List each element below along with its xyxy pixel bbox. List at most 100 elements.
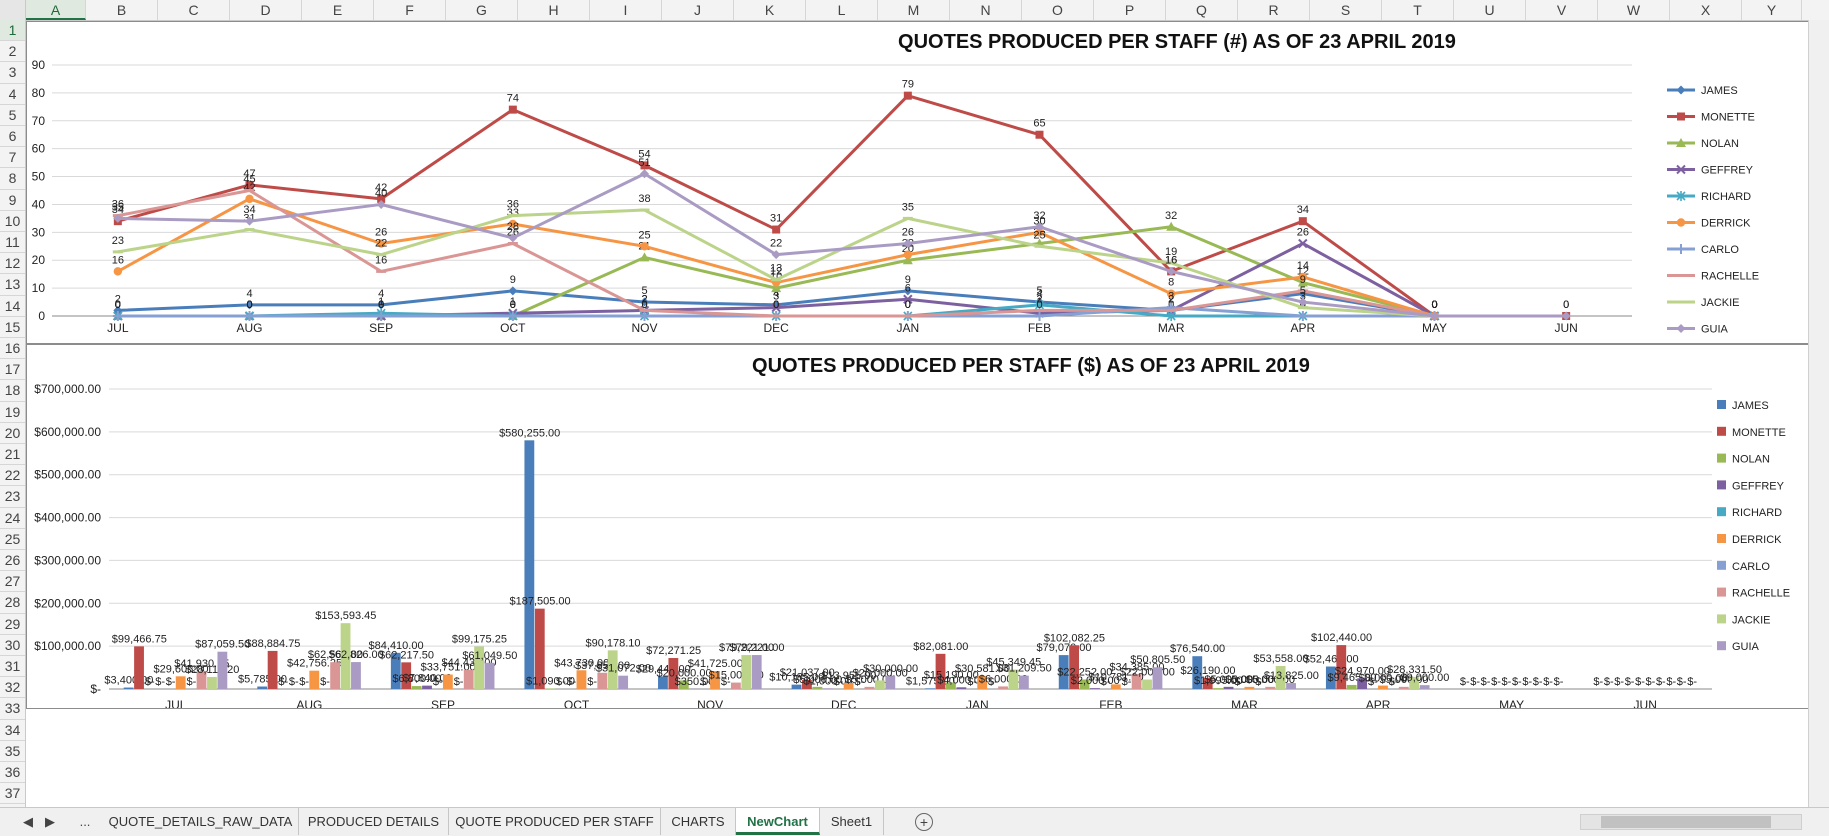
bar-chart-quotes-value[interactable]: QUOTES PRODUCED PER STAFF ($) AS OF 23 A… [26,344,1809,709]
tab-ellipsis-button[interactable]: ... [75,808,95,835]
row-header-4[interactable]: 4 [0,84,25,105]
column-header-a[interactable]: A [26,0,86,20]
column-header-r[interactable]: R [1238,0,1310,20]
tab-quote-details-raw-data[interactable]: QUOTE_DETAILS_RAW_DATA [103,808,299,835]
horizontal-scrollbar[interactable] [1580,814,1802,830]
data-label: 16 [112,254,124,266]
column-header-b[interactable]: B [86,0,158,20]
row-header-29[interactable]: 29 [0,614,25,635]
vertical-scrollbar[interactable] [1808,20,1829,807]
row-header-33[interactable]: 33 [0,698,25,719]
data-label: $87,059.50 [195,639,250,651]
row-header-10[interactable]: 10 [0,211,25,232]
row-header-26[interactable]: 26 [0,550,25,571]
tab-sheet1[interactable]: Sheet1 [820,808,884,835]
row-header-37[interactable]: 37 [0,783,25,804]
column-header-p[interactable]: P [1094,0,1166,20]
column-header-l[interactable]: L [806,0,878,20]
column-header-t[interactable]: T [1382,0,1454,20]
row-header-5[interactable]: 5 [0,105,25,126]
row-header-9[interactable]: 9 [0,190,25,211]
column-header-j[interactable]: J [662,0,734,20]
line-chart-quotes-count[interactable]: QUOTES PRODUCED PER STAFF (#) AS OF 23 A… [26,21,1809,344]
row-header-23[interactable]: 23 [0,486,25,507]
rachelle-point [245,189,255,192]
bar-guia [217,652,227,689]
column-header-k[interactable]: K [734,0,806,20]
column-header-o[interactable]: O [1022,0,1094,20]
column-header-n[interactable]: N [950,0,1022,20]
x-tick-label: OCT [500,321,526,335]
row-header-11[interactable]: 11 [0,232,25,253]
column-header-m[interactable]: M [878,0,950,20]
row-header-20[interactable]: 20 [0,423,25,444]
row-header-22[interactable]: 22 [0,465,25,486]
row-header-1[interactable]: 1 [0,20,25,41]
column-header-h[interactable]: H [518,0,590,20]
tab-newchart[interactable]: NewChart [736,808,820,835]
row-header-32[interactable]: 32 [0,677,25,698]
data-label: 8 [1168,277,1174,289]
column-header-d[interactable]: D [230,0,302,20]
column-header-u[interactable]: U [1454,0,1526,20]
tab-produced-details[interactable]: PRODUCED DETAILS [299,808,449,835]
x-tick-label: DEC [763,321,789,335]
column-header-v[interactable]: V [1526,0,1598,20]
column-header-w[interactable]: W [1598,0,1670,20]
worksheet-grid[interactable]: QUOTES PRODUCED PER STAFF (#) AS OF 23 A… [26,21,1809,807]
row-header-19[interactable]: 19 [0,402,25,423]
column-header-g[interactable]: G [446,0,518,20]
column-header-q[interactable]: Q [1166,0,1238,20]
tab-charts[interactable]: CHARTS [661,808,736,835]
add-sheet-icon[interactable]: + [915,813,933,831]
data-label: 31 [770,213,782,225]
y-tick-label: 60 [32,142,46,156]
column-header-y[interactable]: Y [1742,0,1802,20]
bar-guia [1420,685,1430,689]
row-header-34[interactable]: 34 [0,720,25,741]
column-header-c[interactable]: C [158,0,230,20]
y-tick-label: $500,000.00 [34,468,101,482]
row-header-17[interactable]: 17 [0,359,25,380]
y-tick-label: $300,000.00 [34,553,101,567]
column-header-x[interactable]: X [1670,0,1742,20]
data-label: 65 [1033,118,1045,130]
row-header-16[interactable]: 16 [0,338,25,359]
row-header-15[interactable]: 15 [0,317,25,338]
tab-scroll-left-button[interactable]: ◀ [18,808,38,835]
column-header-f[interactable]: F [374,0,446,20]
legend-entry: GEFFREY [1732,480,1785,492]
row-header-7[interactable]: 7 [0,147,25,168]
row-header-21[interactable]: 21 [0,444,25,465]
row-header-28[interactable]: 28 [0,592,25,613]
row-header-14[interactable]: 14 [0,296,25,317]
row-header-27[interactable]: 27 [0,571,25,592]
select-all-corner[interactable] [0,0,26,20]
tab-scroll-right-button[interactable]: ▶ [40,808,60,835]
x-tick-label: JUL [165,698,187,708]
data-label: 0 [1431,299,1437,311]
row-header-35[interactable]: 35 [0,741,25,762]
row-header-36[interactable]: 36 [0,762,25,783]
legend-swatch-rachelle [1717,588,1726,597]
row-header-31[interactable]: 31 [0,656,25,677]
legend-swatch-monette [1717,427,1726,436]
row-header-8[interactable]: 8 [0,168,25,189]
row-header-24[interactable]: 24 [0,508,25,529]
row-header-12[interactable]: 12 [0,253,25,274]
row-header-2[interactable]: 2 [0,41,25,62]
column-header-i[interactable]: I [590,0,662,20]
horizontal-scroll-thumb[interactable] [1601,816,1771,828]
column-header-e[interactable]: E [302,0,374,20]
row-header-25[interactable]: 25 [0,529,25,550]
column-header-s[interactable]: S [1310,0,1382,20]
row-header-18[interactable]: 18 [0,380,25,401]
bar-derrick [1111,684,1121,689]
row-header-13[interactable]: 13 [0,274,25,295]
x-tick-label: AUG [236,321,262,335]
row-header-3[interactable]: 3 [0,62,25,83]
tab-quote-produced-per-staff[interactable]: QUOTE PRODUCED PER STAFF [449,808,661,835]
row-header-30[interactable]: 30 [0,635,25,656]
monette-point [1036,131,1044,139]
row-header-6[interactable]: 6 [0,126,25,147]
